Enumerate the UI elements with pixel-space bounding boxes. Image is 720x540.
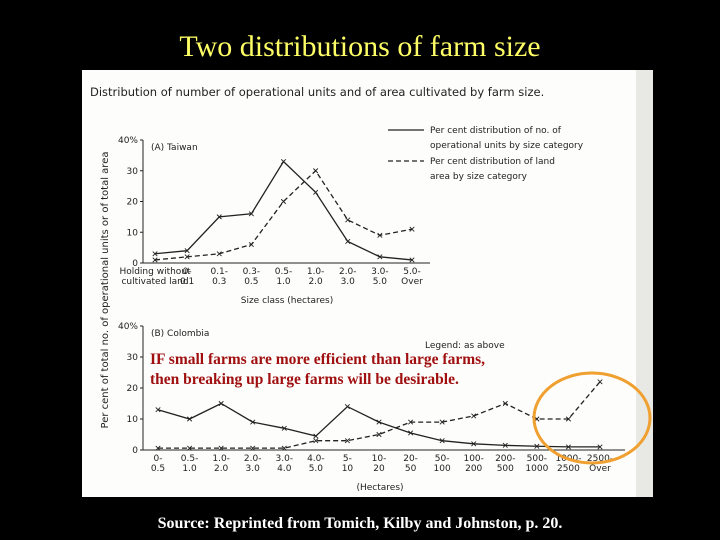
x-tick-label: 0.5-1.0	[181, 454, 199, 474]
highlight-circle	[532, 371, 652, 465]
chart-title: (B) Colombia	[151, 329, 209, 339]
x-tick-label: 3.0-4.0	[276, 454, 294, 474]
x-tick-label: 200-500	[495, 454, 515, 474]
y-tick-label: 30	[127, 167, 139, 177]
series-line	[155, 379, 603, 451]
x-axis-label: Size class (hectares)	[241, 296, 334, 306]
y-tick-label: 30	[127, 353, 139, 363]
x-tick-label: 500-1000	[525, 454, 548, 474]
legend-note: Legend: as above	[425, 341, 505, 351]
x-tick-label: 5.0-Over	[401, 267, 423, 287]
x-tick-label: 0.3-0.5	[243, 267, 261, 287]
x-tick-label: 1.0-2.0	[212, 454, 230, 474]
x-tick-label: 20-50	[403, 454, 418, 474]
x-axis-label: (Hectares)	[356, 483, 403, 493]
x-tick-label: 0.1-0.3	[210, 267, 228, 287]
figure-title: Distribution of number of operational un…	[90, 85, 544, 99]
plots: 0 10 20 30 40% Holding without cultivated land…	[118, 126, 625, 493]
legend-label: Per cent distribution of no. of operation…	[430, 126, 584, 151]
source: Source: Reprinted from Tomich, Kilby and…	[158, 515, 563, 532]
legend-label: Per cent distribution of land area by siz…	[430, 157, 555, 182]
annotation: then breaking up large farms will be des…	[150, 371, 459, 388]
x-tick-label: 1.0-2.0	[307, 267, 325, 287]
y-tick-label: 20	[127, 198, 139, 208]
y-tick-label: 20	[127, 384, 139, 394]
x-tick-label: 3.0-5.0	[371, 267, 389, 287]
y-tick-label: 0	[132, 446, 138, 456]
series-line	[152, 168, 415, 263]
slide-title: Two distributions of farm size	[179, 30, 540, 63]
x-tick-label: 2.0-3.0	[244, 454, 262, 474]
x-tick-label: 0-0.5	[151, 454, 165, 474]
y-tick-label: 10	[127, 415, 139, 425]
y-axis-label: Per cent of total no. of operational uni…	[100, 152, 111, 429]
x-tick-label: 2.0-3.0	[339, 267, 357, 287]
x-tick-label: 5-10	[342, 454, 354, 474]
x-tick-label: Holding without cultivated land	[119, 267, 191, 287]
y-tick-label: 40%	[118, 322, 138, 332]
figure-edge	[636, 70, 653, 497]
x-tick-label: 2500-Over	[587, 454, 613, 474]
x-tick-label: 100-200	[463, 454, 483, 474]
x-tick-label: 0.5-1.0	[275, 267, 293, 287]
y-tick-label: 40%	[118, 136, 138, 146]
x-tick-label: 50-100	[434, 454, 451, 474]
x-tick-label: 1000-2500	[555, 454, 581, 474]
x-tick-label: 0-0.1	[180, 267, 194, 287]
x-tick-label: 10-20	[372, 454, 387, 474]
y-tick-label: 10	[127, 228, 139, 238]
chart-title: (A) Taiwan	[151, 143, 198, 153]
y-tick-label: 0	[132, 259, 138, 269]
annotation: IF small farms are more efficient than l…	[150, 351, 485, 368]
x-tick-label: 4.0-5.0	[307, 454, 325, 474]
